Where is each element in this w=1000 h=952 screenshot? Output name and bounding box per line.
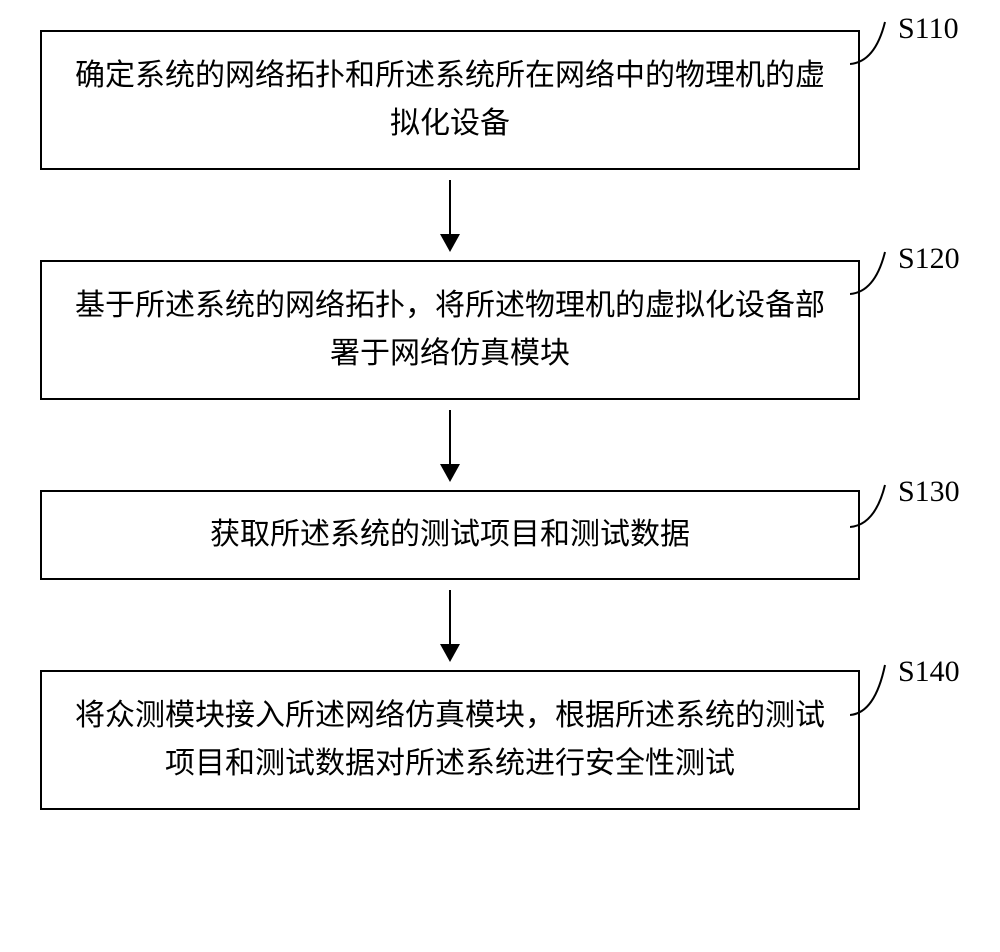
step-label-s110: S110 [898,12,959,46]
step-box-s130: 获取所述系统的测试项目和测试数据 [40,490,860,580]
flowchart-container: 确定系统的网络拓扑和所述系统所在网络中的物理机的虚拟化设备 S110 基于所述系… [40,30,960,810]
step-box-s140: 将众测模块接入所述网络仿真模块，根据所述系统的测试项目和测试数据对所述系统进行安… [40,670,860,810]
step-label-s140: S140 [898,655,960,689]
step-label-s130: S130 [898,475,960,509]
arrow-1 [40,170,860,260]
step-text: 获取所述系统的测试项目和测试数据 [210,511,690,559]
arrow-3 [40,580,860,670]
step-box-s110: 确定系统的网络拓扑和所述系统所在网络中的物理机的虚拟化设备 [40,30,860,170]
step-text: 基于所述系统的网络拓扑，将所述物理机的虚拟化设备部署于网络仿真模块 [72,282,828,378]
arrow-2 [40,400,860,490]
step-box-s120: 基于所述系统的网络拓扑，将所述物理机的虚拟化设备部署于网络仿真模块 [40,260,860,400]
step-label-s120: S120 [898,242,960,276]
step-text: 确定系统的网络拓扑和所述系统所在网络中的物理机的虚拟化设备 [72,52,828,148]
step-text: 将众测模块接入所述网络仿真模块，根据所述系统的测试项目和测试数据对所述系统进行安… [72,692,828,788]
